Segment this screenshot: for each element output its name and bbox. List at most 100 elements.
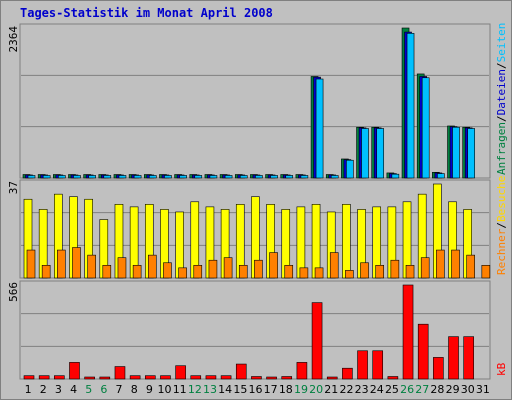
top-bar-seiten-1 bbox=[27, 175, 36, 179]
x-label-day-1: 1 bbox=[25, 383, 32, 396]
top-bar-seiten-24 bbox=[376, 128, 385, 179]
legend-bottom: kB bbox=[495, 362, 508, 376]
x-label-day-28: 28 bbox=[430, 383, 444, 396]
x-label-day-15: 15 bbox=[233, 383, 247, 396]
bottom-bar-kb-17 bbox=[266, 376, 277, 380]
bottom-bar-kb-12 bbox=[190, 375, 202, 380]
x-label-day-6: 6 bbox=[100, 383, 107, 396]
middle-bar-rechner-15 bbox=[238, 264, 248, 279]
middle-bar-rechner-13 bbox=[208, 259, 218, 279]
x-label-day-12: 12 bbox=[188, 383, 202, 396]
top-bar-seiten-27 bbox=[421, 77, 430, 179]
bottom-bar-kb-3 bbox=[54, 375, 65, 380]
x-label-day-27: 27 bbox=[415, 383, 429, 396]
bottom-bar-kb-18 bbox=[281, 376, 293, 380]
middle-bar-rechner-28 bbox=[436, 249, 445, 279]
middle-bar-rechner-10 bbox=[163, 262, 172, 279]
middle-bar-rechner-25 bbox=[390, 259, 400, 279]
bottom-bar-kb-29 bbox=[448, 336, 459, 380]
top-bar-seiten-25 bbox=[391, 173, 400, 179]
legend-top: Anfragen/Dateien/Seiten bbox=[495, 23, 508, 175]
middle-bar-rechner-11 bbox=[178, 267, 187, 279]
middle-bar-besuche-22 bbox=[342, 204, 351, 279]
bottom-bar-kb-2 bbox=[38, 375, 50, 380]
middle-bar-rechner-19 bbox=[299, 267, 309, 279]
middle-bar-rechner-14 bbox=[223, 257, 233, 279]
top-bar-seiten-7 bbox=[118, 175, 127, 179]
middle-bar-rechner-18 bbox=[284, 264, 294, 279]
middle-bar-rechner-4 bbox=[72, 247, 81, 279]
x-label-day-4: 4 bbox=[70, 383, 77, 396]
x-label-day-21: 21 bbox=[324, 383, 338, 396]
bottom-bar-kb-28 bbox=[433, 357, 444, 380]
top-bar-seiten-5 bbox=[88, 175, 96, 179]
top-bar-seiten-13 bbox=[209, 175, 218, 179]
top-bar-seiten-3 bbox=[58, 175, 66, 179]
middle-bar-rechner-22 bbox=[345, 270, 354, 279]
x-label-day-20: 20 bbox=[309, 383, 323, 396]
top-bar-seiten-30 bbox=[467, 128, 475, 179]
top-bar-seiten-12 bbox=[194, 175, 203, 179]
bottom-bar-kb-5 bbox=[84, 376, 95, 380]
middle-bar-rechner-16 bbox=[254, 259, 263, 279]
middle-bar-rechner-23 bbox=[360, 262, 369, 279]
bottom-bar-kb-13 bbox=[205, 375, 217, 380]
middle-max-label: 37 bbox=[7, 181, 20, 194]
top-bar-seiten-10 bbox=[164, 175, 172, 179]
middle-bar-rechner-26 bbox=[405, 264, 415, 279]
top-bar-seiten-29 bbox=[452, 126, 460, 179]
top-bar-seiten-23 bbox=[361, 128, 369, 179]
top-bar-seiten-9 bbox=[148, 175, 157, 179]
x-label-day-25: 25 bbox=[385, 383, 399, 396]
bottom-bar-kb-15 bbox=[235, 363, 247, 380]
top-bar-seiten-20 bbox=[315, 78, 324, 179]
middle-bar-rechner-1 bbox=[26, 249, 36, 279]
middle-bar-rechner-2 bbox=[41, 264, 51, 279]
x-label-day-9: 9 bbox=[146, 383, 153, 396]
bottom-bar-kb-30 bbox=[463, 336, 474, 380]
x-label-day-3: 3 bbox=[55, 383, 62, 396]
bottom-bar-kb-25 bbox=[387, 376, 399, 380]
top-bar-seiten-22 bbox=[346, 159, 354, 179]
bottom-bar-kb-16 bbox=[251, 376, 262, 380]
top-bar-seiten-26 bbox=[406, 33, 415, 179]
middle-bar-rechner-27 bbox=[420, 257, 430, 279]
bottom-bar-kb-27 bbox=[417, 323, 429, 380]
bottom-bar-kb-9 bbox=[144, 375, 156, 380]
middle-bar-rechner-8 bbox=[132, 264, 142, 279]
chart-title: Tages-Statistik im Monat April 2008 bbox=[20, 6, 273, 20]
bottom-bar-kb-1 bbox=[23, 375, 35, 380]
top-bar-seiten-16 bbox=[255, 175, 263, 179]
top-bar-seiten-14 bbox=[224, 175, 233, 179]
middle-bar-rechner-29 bbox=[451, 249, 460, 279]
bottom-bar-kb-4 bbox=[69, 362, 80, 380]
bottom-bar-kb-20 bbox=[311, 302, 323, 380]
x-label-day-19: 19 bbox=[294, 383, 308, 396]
x-label-day-16: 16 bbox=[249, 383, 263, 396]
bottom-bar-kb-26 bbox=[402, 284, 414, 380]
middle-bar-rechner-31 bbox=[481, 264, 491, 279]
x-label-day-8: 8 bbox=[131, 383, 138, 396]
x-label-day-22: 22 bbox=[339, 383, 353, 396]
bottom-bar-kb-6 bbox=[99, 376, 111, 380]
top-bar-seiten-21 bbox=[330, 175, 339, 179]
x-label-day-17: 17 bbox=[264, 383, 278, 396]
x-label-day-5: 5 bbox=[85, 383, 92, 396]
top-max-label: 2364 bbox=[7, 26, 20, 53]
top-bar-seiten-17 bbox=[270, 175, 278, 179]
bottom-bar-kb-11 bbox=[175, 365, 186, 380]
x-label-day-24: 24 bbox=[370, 383, 384, 396]
x-label-day-31: 31 bbox=[476, 383, 490, 396]
x-label-day-23: 23 bbox=[355, 383, 369, 396]
middle-bar-rechner-20 bbox=[314, 267, 324, 279]
top-bar-seiten-19 bbox=[300, 175, 309, 179]
middle-bar-rechner-7 bbox=[117, 257, 127, 279]
middle-bar-besuche-20 bbox=[311, 204, 321, 279]
bottom-bar-kb-14 bbox=[220, 375, 232, 380]
x-label-day-2: 2 bbox=[40, 383, 47, 396]
top-bar-seiten-4 bbox=[73, 175, 81, 179]
middle-bar-rechner-12 bbox=[193, 264, 203, 279]
bottom-bar-kb-19 bbox=[296, 362, 308, 380]
x-label-day-26: 26 bbox=[400, 383, 414, 396]
